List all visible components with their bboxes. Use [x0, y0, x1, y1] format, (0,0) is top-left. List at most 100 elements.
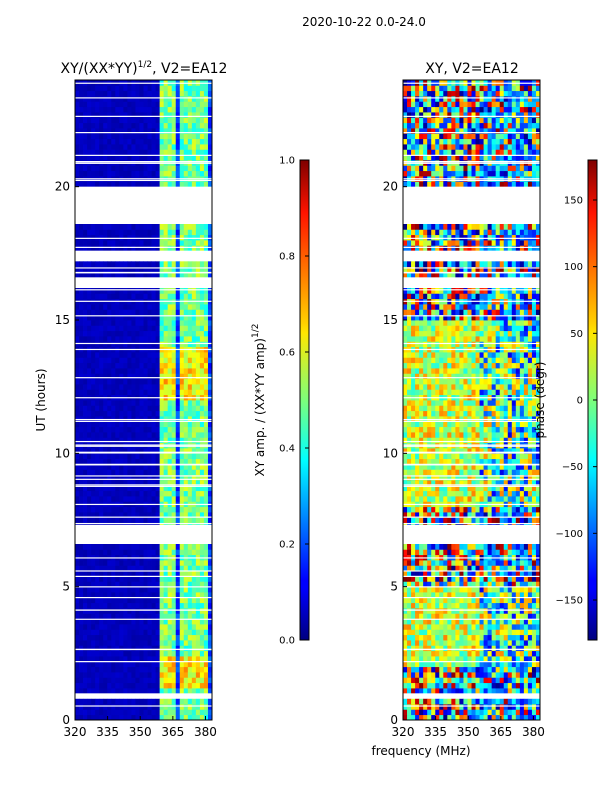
- heat-cell: [119, 453, 124, 460]
- heat-cell: [439, 613, 444, 620]
- heat-cell: [87, 544, 92, 550]
- heat-cell: [87, 618, 92, 625]
- heat-cell: [167, 688, 173, 694]
- heat-cell: [111, 480, 116, 486]
- heat-cell: [119, 613, 124, 620]
- heat-cell: [131, 245, 136, 252]
- heat-cell: [471, 592, 476, 598]
- heat-cell: [111, 144, 116, 150]
- heat-cell: [175, 437, 181, 444]
- heat-cell: [155, 656, 161, 662]
- heat-cell: [103, 181, 108, 188]
- heat-cell: [95, 490, 100, 497]
- heat-cell: [487, 517, 493, 524]
- heat-cell: [123, 624, 128, 630]
- heat-cell: [515, 597, 521, 604]
- heat-cell: [123, 656, 128, 662]
- heat-cell: [183, 592, 189, 598]
- heat-cell: [87, 656, 92, 662]
- heat-cell: [83, 426, 88, 433]
- heat-cell: [415, 672, 420, 678]
- heat-cell: [155, 330, 161, 337]
- heat-cell: [159, 357, 165, 364]
- heat-cell: [443, 645, 448, 652]
- heat-cell: [415, 629, 420, 636]
- heat-cell: [103, 330, 108, 337]
- heat-cell: [435, 565, 440, 572]
- heat-cell: [483, 496, 489, 502]
- heat-cell: [83, 106, 88, 113]
- flagged-row: [75, 397, 212, 399]
- heat-cell: [135, 709, 140, 716]
- heat-cell: [207, 245, 212, 252]
- heat-cell: [199, 448, 205, 454]
- heat-cell: [119, 266, 124, 273]
- heat-cell: [87, 144, 92, 150]
- heat-cell: [91, 405, 96, 412]
- heat-cell: [463, 506, 468, 513]
- heat-cell: [195, 170, 201, 177]
- heat-cell: [511, 666, 517, 673]
- heat-cell: [175, 602, 181, 609]
- heat-cell: [411, 592, 416, 598]
- heat-cell: [143, 549, 148, 556]
- heat-cell: [167, 389, 173, 396]
- heat-cell: [155, 704, 161, 710]
- heat-cell: [123, 245, 128, 252]
- heat-cell: [175, 704, 181, 710]
- heat-cell: [167, 458, 173, 465]
- heat-cell: [107, 309, 112, 316]
- heat-cell: [107, 448, 112, 454]
- heat-cell: [191, 320, 197, 326]
- heat-cell: [139, 650, 144, 657]
- heat-cell: [427, 698, 432, 705]
- heat-cell: [139, 266, 144, 273]
- heat-cell: [179, 149, 185, 156]
- heat-cell: [479, 629, 484, 636]
- heat-cell: [107, 602, 112, 609]
- heat-cell: [91, 90, 96, 97]
- heat-cell: [151, 245, 156, 252]
- heat-cell: [111, 517, 116, 524]
- heat-cell: [143, 645, 148, 652]
- heat-cell: [443, 544, 448, 550]
- heat-cell: [495, 709, 501, 716]
- heat-cell: [135, 704, 140, 710]
- heat-cell: [99, 714, 104, 720]
- heat-cell: [107, 517, 112, 524]
- heat-cell: [139, 709, 144, 716]
- heat-cell: [159, 592, 165, 598]
- heat-cell: [447, 597, 452, 604]
- heat-cell: [475, 517, 480, 524]
- heat-cell: [175, 565, 181, 572]
- heat-cell: [171, 592, 177, 598]
- heat-cell: [435, 517, 440, 524]
- heat-cell: [159, 234, 165, 241]
- heat-cell: [119, 90, 124, 97]
- heat-cell: [107, 261, 112, 268]
- heat-cell: [83, 85, 88, 92]
- heat-cell: [171, 378, 177, 385]
- heat-cell: [163, 389, 169, 396]
- heat-cell: [175, 512, 181, 518]
- heat-cell: [195, 309, 201, 316]
- heat-cell: [95, 432, 100, 438]
- heat-cell: [99, 154, 104, 161]
- heat-cell: [195, 101, 201, 108]
- heat-cell: [95, 234, 100, 241]
- heat-cell: [503, 666, 509, 673]
- heat-cell: [455, 645, 460, 652]
- heat-cell: [451, 496, 456, 502]
- heat-cell: [403, 666, 408, 673]
- heat-cell: [107, 565, 112, 572]
- heat-cell: [123, 288, 128, 294]
- heat-cell: [499, 608, 505, 614]
- heat-cell: [75, 149, 80, 156]
- heat-cell: [183, 293, 189, 300]
- heat-cell: [163, 458, 169, 465]
- heat-cell: [155, 293, 161, 300]
- heat-cell: [75, 480, 80, 486]
- heat-cell: [91, 106, 96, 113]
- heat-cell: [183, 261, 189, 268]
- heat-cell: [175, 469, 181, 476]
